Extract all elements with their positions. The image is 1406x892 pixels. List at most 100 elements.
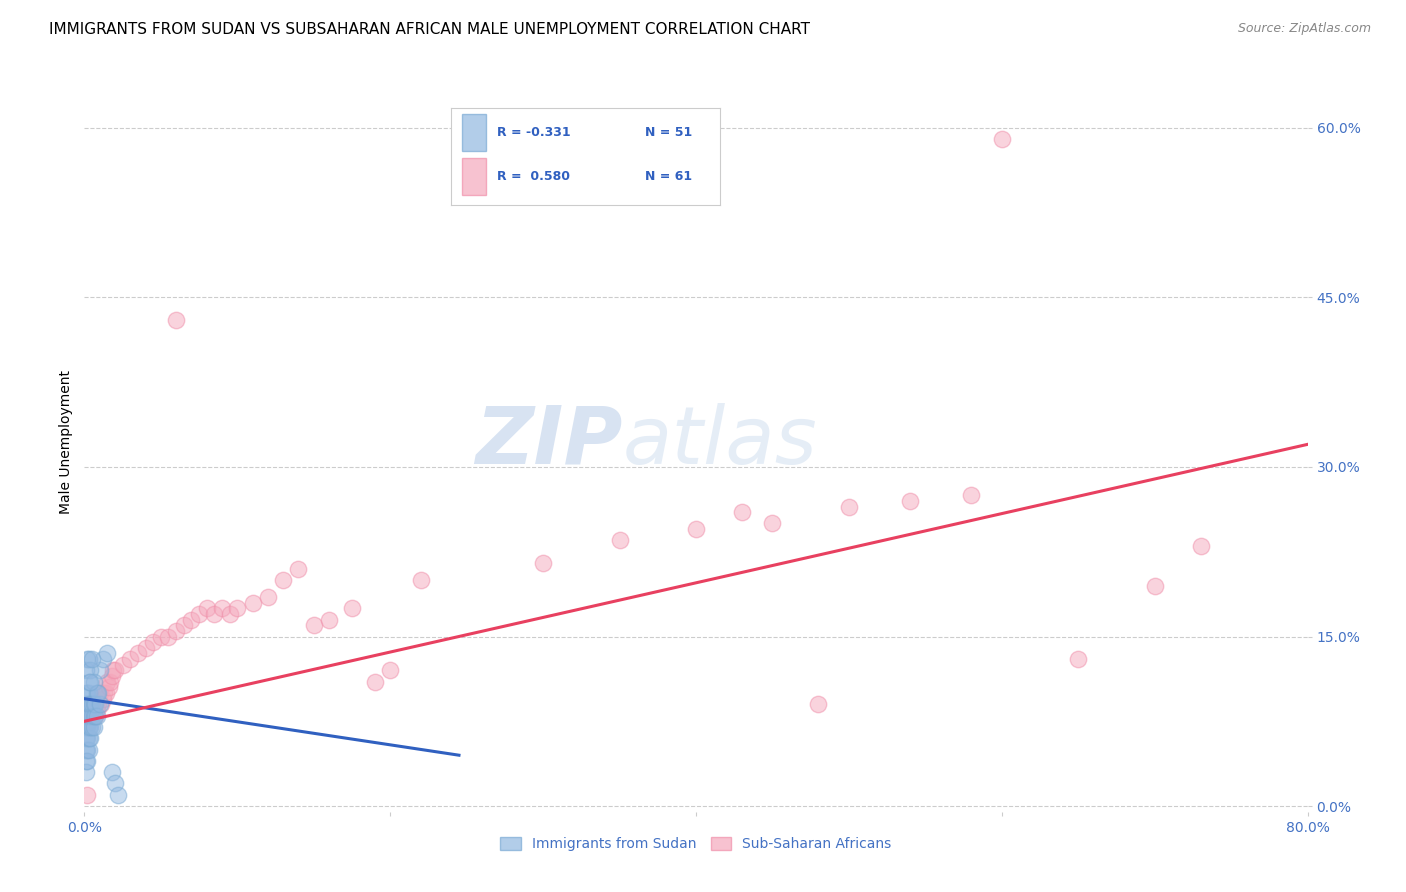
Point xyxy=(79,674,101,689)
Point xyxy=(80,708,103,723)
Point xyxy=(83,698,105,712)
Point xyxy=(120,652,142,666)
Point xyxy=(807,698,830,712)
Point xyxy=(97,681,120,695)
Point xyxy=(76,698,98,712)
Point xyxy=(127,647,149,661)
Point xyxy=(87,686,110,700)
Point xyxy=(609,533,631,548)
Point xyxy=(761,516,783,531)
Point xyxy=(87,698,110,712)
Point xyxy=(107,788,129,802)
Point xyxy=(77,714,100,729)
Point xyxy=(242,596,264,610)
Point xyxy=(91,652,114,666)
Point xyxy=(75,720,97,734)
Point xyxy=(83,708,105,723)
Point xyxy=(77,742,100,756)
Point xyxy=(77,652,100,666)
Point xyxy=(75,742,97,756)
Point xyxy=(75,731,97,746)
Point xyxy=(287,562,309,576)
Point xyxy=(77,720,100,734)
Point xyxy=(80,652,103,666)
Point xyxy=(135,640,157,655)
Point xyxy=(380,664,402,678)
Point xyxy=(91,691,114,706)
Point xyxy=(1067,652,1090,666)
Point xyxy=(188,607,211,621)
Point xyxy=(960,488,983,502)
Point xyxy=(180,613,202,627)
Text: atlas: atlas xyxy=(623,402,817,481)
Point xyxy=(89,664,111,678)
Point xyxy=(271,573,294,587)
Point xyxy=(83,674,105,689)
Point xyxy=(76,708,98,723)
Y-axis label: Male Unemployment: Male Unemployment xyxy=(59,369,73,514)
Point xyxy=(318,613,340,627)
Point xyxy=(76,720,98,734)
Text: ZIP: ZIP xyxy=(475,402,623,481)
Point xyxy=(84,708,107,723)
Legend: Immigrants from Sudan, Sub-Saharan Africans: Immigrants from Sudan, Sub-Saharan Afric… xyxy=(495,831,897,856)
Point xyxy=(149,630,172,644)
Point xyxy=(257,590,280,604)
Point xyxy=(77,708,100,723)
Point xyxy=(75,686,97,700)
Point xyxy=(80,698,103,712)
Point xyxy=(104,664,127,678)
Point xyxy=(79,698,101,712)
Point xyxy=(79,708,101,723)
Point xyxy=(76,731,98,746)
Point xyxy=(685,522,707,536)
Point xyxy=(302,618,325,632)
Point xyxy=(84,698,107,712)
Point xyxy=(75,754,97,768)
Point xyxy=(79,731,101,746)
Point xyxy=(96,647,118,661)
Point xyxy=(409,573,432,587)
Point xyxy=(79,664,101,678)
Point xyxy=(80,720,103,734)
Point xyxy=(89,698,111,712)
Point xyxy=(93,686,115,700)
Point xyxy=(101,669,124,683)
Point xyxy=(86,686,108,700)
Point xyxy=(101,765,124,780)
Point xyxy=(80,698,103,712)
Point xyxy=(1189,539,1212,553)
Point xyxy=(77,698,100,712)
Point xyxy=(77,686,100,700)
Point xyxy=(364,674,387,689)
Point xyxy=(142,635,165,649)
Point xyxy=(211,601,233,615)
Point xyxy=(75,664,97,678)
Point xyxy=(75,698,97,712)
Point xyxy=(226,601,249,615)
Point xyxy=(838,500,860,514)
Point xyxy=(165,313,187,327)
Point xyxy=(94,686,117,700)
Point xyxy=(202,607,225,621)
Point xyxy=(531,556,554,570)
Point xyxy=(173,618,195,632)
Point xyxy=(157,630,180,644)
Point xyxy=(1143,579,1166,593)
Point xyxy=(98,674,121,689)
Point xyxy=(84,708,107,723)
Point xyxy=(76,754,98,768)
Point xyxy=(111,657,134,672)
Point xyxy=(86,708,108,723)
Point xyxy=(83,720,105,734)
Point xyxy=(79,708,101,723)
Point xyxy=(77,731,100,746)
Point xyxy=(76,788,98,802)
Point xyxy=(75,720,97,734)
Point xyxy=(340,601,363,615)
Point xyxy=(89,686,111,700)
Point xyxy=(79,720,101,734)
Point xyxy=(104,776,127,790)
Point xyxy=(165,624,187,638)
Point xyxy=(75,765,97,780)
